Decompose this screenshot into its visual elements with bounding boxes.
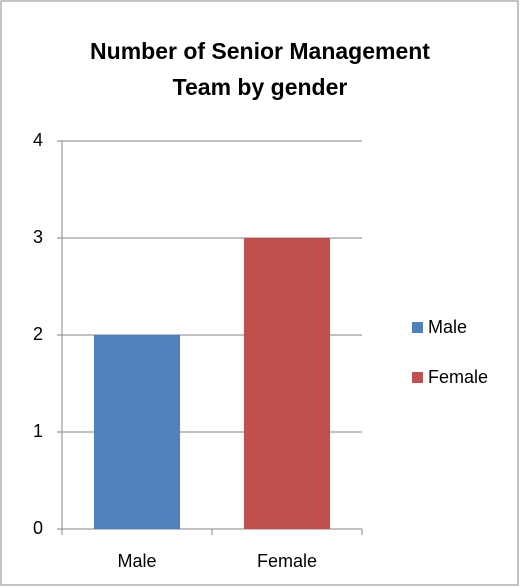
y-tick-label: 0 [33,518,43,538]
bar [93,335,181,529]
bar [243,238,331,529]
x-tick-label: Male [117,551,156,571]
y-tick-label: 1 [33,421,43,441]
y-tick-label: 3 [33,227,43,247]
legend-swatch [412,322,423,333]
legend-swatch [412,372,423,383]
legend-label: Female [428,367,488,387]
legend-label: Male [428,317,467,337]
chart-title: Number of Senior Management Team by gend… [90,38,430,100]
y-tick-label: 4 [33,130,43,150]
y-tick-label: 2 [33,324,43,344]
x-tick-label: Female [257,551,317,571]
